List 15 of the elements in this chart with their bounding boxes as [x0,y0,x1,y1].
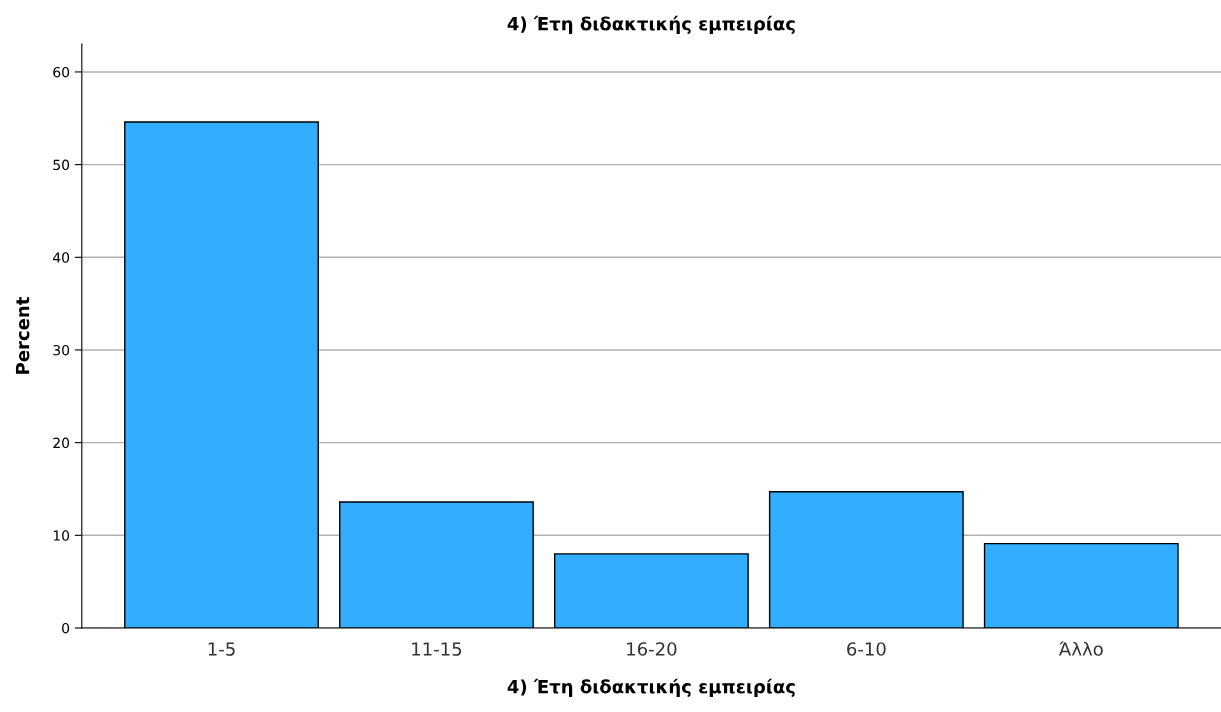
x-tick-label: 6-10 [847,642,886,656]
x-tick-label: Άλλο [1058,641,1103,656]
y-tick-label: 50 [53,159,70,171]
x-tick-label: 1-5 [208,642,235,656]
x-axis-title: 4) Έτη διδακτικής εμπειρίας [507,678,795,698]
y-tick-label: 0 [62,622,70,634]
y-tick-label: 10 [53,530,70,541]
y-axis-title: Percent [15,297,30,374]
y-tick-label: 40 [53,252,70,263]
y-tick-label: 30 [53,344,70,356]
y-tick-label: 60 [53,66,70,78]
x-tick-label: 11-15 [412,642,462,656]
x-tick-label: 16-20 [627,642,677,656]
chart-title: 4) Έτη διδακτικής εμπειρίας [507,15,795,35]
y-tick-label: 20 [53,437,70,449]
